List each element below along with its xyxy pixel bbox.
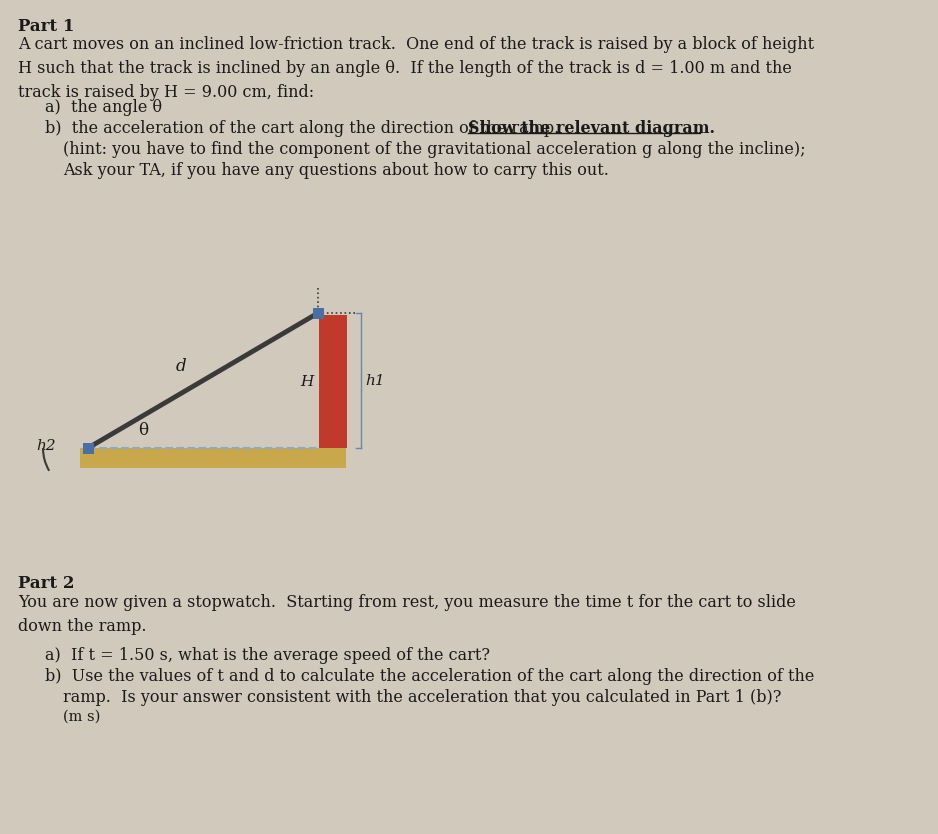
Text: b)  Use the values of t and d to calculate the acceleration of the cart along th: b) Use the values of t and d to calculat… xyxy=(45,668,814,685)
Text: a)  the angle θ: a) the angle θ xyxy=(45,99,162,116)
Text: A cart moves on an inclined low-friction track.  One end of the track is raised : A cart moves on an inclined low-friction… xyxy=(18,36,814,101)
Text: b)  the acceleration of the cart along the direction of the ramp.: b) the acceleration of the cart along th… xyxy=(45,120,569,137)
Text: (hint: you have to find the component of the gravitational acceleration g along : (hint: you have to find the component of… xyxy=(63,141,806,158)
Text: Part 2: Part 2 xyxy=(18,575,74,592)
Bar xyxy=(83,443,94,454)
Text: a)  If t = 1.50 s, what is the average speed of the cart?: a) If t = 1.50 s, what is the average sp… xyxy=(45,647,490,664)
Text: H: H xyxy=(300,374,313,389)
Text: You are now given a stopwatch.  Starting from rest, you measure the time t for t: You are now given a stopwatch. Starting … xyxy=(18,594,795,636)
Bar xyxy=(319,315,347,448)
Bar xyxy=(312,308,324,319)
Text: h2: h2 xyxy=(37,439,56,453)
Text: (m s): (m s) xyxy=(63,710,100,724)
Text: Show the relevant diagram.: Show the relevant diagram. xyxy=(468,120,715,137)
Text: h1: h1 xyxy=(365,374,385,388)
Text: ramp.  Is your answer consistent with the acceleration that you calculated in Pa: ramp. Is your answer consistent with the… xyxy=(63,689,781,706)
Text: θ: θ xyxy=(138,421,148,439)
Text: Part 1: Part 1 xyxy=(18,18,74,35)
Text: Ask your TA, if you have any questions about how to carry this out.: Ask your TA, if you have any questions a… xyxy=(63,162,609,179)
Text: d: d xyxy=(175,358,187,375)
Bar xyxy=(80,448,346,468)
